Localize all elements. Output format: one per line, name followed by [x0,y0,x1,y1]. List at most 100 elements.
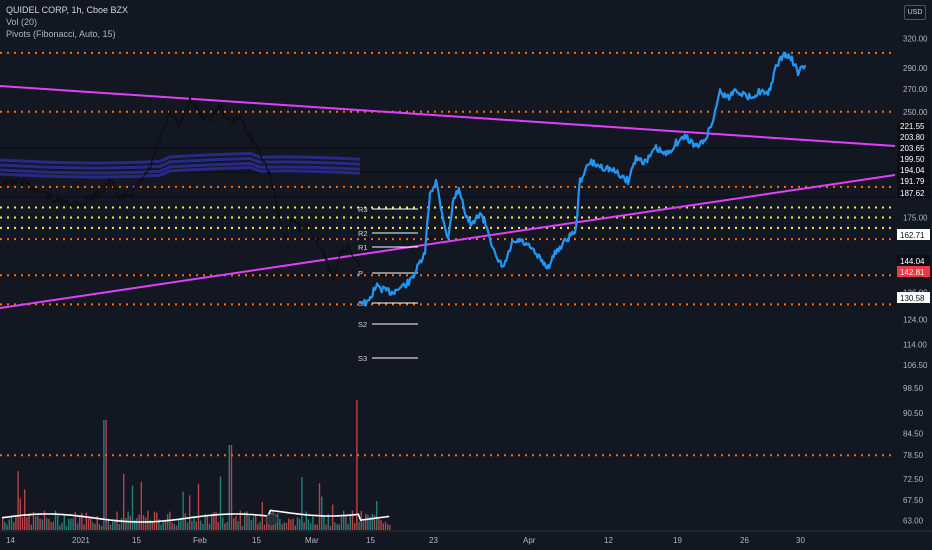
price-tag-label: 144.04 [900,257,925,266]
volume-bar [217,522,219,530]
volume-bar [107,520,109,530]
volume-bar [13,522,15,530]
volume-bar [8,519,10,530]
volume-bar [184,513,186,530]
time-tick-label: 12 [604,536,613,545]
volume-bar [369,517,371,530]
volume-bar [123,474,125,530]
volume-bar [255,514,257,530]
price-tag [897,131,930,142]
volume-bar [215,511,217,530]
volume-bar [382,523,384,530]
volume-bar [19,498,21,530]
volume-bar [112,521,114,530]
moving-average-line [0,151,361,165]
volume-bar [21,517,24,530]
price-tick-label: 84.50 [903,429,924,438]
volume-bar [219,476,222,530]
price-tag [897,164,930,175]
volume-bar [160,524,162,530]
volume-bar [318,483,321,530]
volume-bar [109,524,112,530]
volume-bar [292,518,294,530]
volume-bar [105,420,107,530]
volume-bar [356,400,358,530]
volume-bar [191,520,193,530]
forecast-price-line[interactable] [359,51,807,307]
price-tag-label: 191.79 [900,177,925,186]
price-tag-label: 187.62 [900,189,925,198]
volume-bar [250,520,252,530]
price-tick-label: 67.50 [903,496,924,505]
volume-bar [329,525,332,530]
earnings-marker-icon[interactable] [265,513,279,527]
volume-bar [244,512,246,530]
volume-bar [305,511,307,530]
volume-bar [259,521,261,530]
volume-bar [98,524,101,530]
volume-bar [299,519,301,530]
lower-trendline[interactable] [0,174,896,309]
volume-bar [288,518,290,530]
price-tick-label: 106.50 [903,361,928,370]
volume-bar [365,513,367,530]
price-tick-label: 90.50 [903,409,924,418]
time-tick-label: 2021 [72,536,90,545]
volume-bar [50,522,52,530]
volume-bar [358,522,360,530]
trendlines [0,85,896,309]
pivot-label-r1: R1 [358,243,368,252]
price-axis[interactable]: 320.00290.00270.00250.00175.00136.00124.… [897,35,930,526]
volume-bar [101,525,103,530]
price-tag-label: 130.58 [900,294,925,303]
volume-bar [283,522,285,530]
volume-bar [4,522,6,530]
volume-bar [239,510,241,530]
historical-candles[interactable] [0,94,361,283]
time-axis[interactable]: 14 2021 15 Feb 15 Mar 15 23 Apr 12 19 26 30 [0,530,932,545]
volume-bar [149,519,151,530]
price-tag [897,142,930,153]
volume-bar [268,524,270,530]
volume-bar [147,510,149,530]
price-tick-label: 72.50 [903,475,924,484]
volume-bar [202,524,204,530]
volume-bar [61,522,63,530]
price-tag [897,187,930,198]
volume-bar [257,524,259,530]
volume-bar [15,517,17,530]
volume-bar [72,518,74,530]
volume-bar [2,518,4,530]
price-tag [897,266,930,277]
price-tag [897,255,930,266]
price-tick-label: 124.00 [903,316,928,325]
volume-indicator-label[interactable]: Vol (20) [6,17,38,27]
volume-bar [387,524,389,530]
volume-bar [345,515,347,530]
upper-trendline[interactable] [0,85,896,147]
volume-bar [134,519,136,530]
volume-bar [224,523,226,530]
volume-bar [173,524,175,530]
volume-bar [314,524,316,530]
volume-bar [145,517,147,530]
volume-bar [103,420,105,530]
price-tag [897,175,930,186]
volume-bar [230,445,233,530]
symbol-title[interactable]: QUIDEL CORP, 1h, Cboe BZX [6,5,129,15]
pivots-indicator-label[interactable]: Pivots (Fibonacci, Auto, 15) [6,29,116,39]
volume-bar [378,518,380,530]
price-tag [897,153,930,164]
price-tick-label: 270.00 [903,85,928,94]
volume-bar [118,524,120,530]
time-tick-label: Feb [193,536,207,545]
volume-bar [351,510,354,530]
volume-bar [180,518,182,530]
pivot-label-s2: S2 [358,320,367,329]
volume-bar [127,511,129,530]
volume-bar [349,513,351,530]
chart-legend: QUIDEL CORP, 1h, Cboe BZX Vol (20) Pivot… [6,4,128,40]
pivot-label-p: P [358,269,363,278]
currency-button[interactable]: USD [904,5,926,20]
